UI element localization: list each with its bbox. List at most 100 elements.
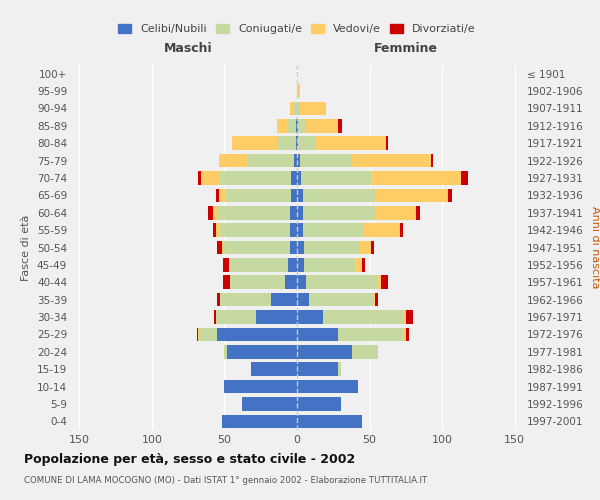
Bar xyxy=(217,240,221,254)
Bar xyxy=(290,102,294,115)
Bar xyxy=(297,380,358,394)
Bar xyxy=(218,171,291,185)
Bar xyxy=(291,171,297,185)
Bar xyxy=(303,206,376,220)
Bar xyxy=(306,276,378,289)
Bar xyxy=(461,171,468,185)
Text: Popolazione per età, sesso e stato civile - 2002: Popolazione per età, sesso e stato civil… xyxy=(24,452,355,466)
Text: Femmine: Femmine xyxy=(374,42,438,54)
Bar xyxy=(278,136,296,150)
Bar xyxy=(296,136,297,150)
Bar xyxy=(218,154,248,168)
Bar xyxy=(297,240,304,254)
Bar xyxy=(381,276,388,289)
Bar xyxy=(297,224,303,237)
Bar xyxy=(290,224,297,237)
Bar xyxy=(232,136,278,150)
Bar xyxy=(364,224,400,237)
Bar xyxy=(297,310,323,324)
Bar xyxy=(403,310,406,324)
Text: COMUNE DI LAMA MOCOGNO (MO) - Dati ISTAT 1° gennaio 2002 - Elaborazione TUTTITAL: COMUNE DI LAMA MOCOGNO (MO) - Dati ISTAT… xyxy=(24,476,427,485)
Bar xyxy=(226,188,291,202)
Bar xyxy=(198,328,200,341)
Bar xyxy=(201,171,218,185)
Bar xyxy=(297,154,300,168)
Bar xyxy=(290,206,297,220)
Bar xyxy=(216,310,256,324)
Bar xyxy=(297,397,341,410)
Bar xyxy=(208,206,213,220)
Bar xyxy=(406,328,409,341)
Y-axis label: Anni di nascita: Anni di nascita xyxy=(590,206,600,289)
Bar xyxy=(296,119,297,132)
Bar xyxy=(352,345,378,358)
Bar xyxy=(362,258,365,272)
Bar xyxy=(431,154,433,168)
Bar xyxy=(214,310,216,324)
Bar xyxy=(297,136,298,150)
Bar xyxy=(224,240,290,254)
Bar xyxy=(216,224,220,237)
Bar xyxy=(304,258,355,272)
Bar xyxy=(303,188,376,202)
Bar xyxy=(297,414,362,428)
Bar xyxy=(216,188,218,202)
Bar xyxy=(351,154,431,168)
Bar xyxy=(229,258,230,272)
Bar xyxy=(416,206,421,220)
Bar xyxy=(277,119,288,132)
Bar xyxy=(323,310,403,324)
Bar xyxy=(197,328,198,341)
Bar xyxy=(230,258,288,272)
Bar xyxy=(200,328,217,341)
Bar xyxy=(218,188,226,202)
Bar xyxy=(223,276,230,289)
Bar xyxy=(300,154,351,168)
Bar xyxy=(298,119,306,132)
Bar xyxy=(406,310,413,324)
Bar xyxy=(294,154,297,168)
Bar xyxy=(294,102,297,115)
Bar xyxy=(291,188,297,202)
Bar xyxy=(224,345,227,358)
Bar xyxy=(288,258,297,272)
Bar xyxy=(297,362,338,376)
Bar xyxy=(256,310,297,324)
Bar xyxy=(371,240,374,254)
Bar xyxy=(338,119,342,132)
Bar xyxy=(213,224,216,237)
Bar xyxy=(303,224,364,237)
Text: Maschi: Maschi xyxy=(164,42,212,54)
Bar xyxy=(338,328,403,341)
Bar xyxy=(220,293,271,306)
Bar xyxy=(304,240,359,254)
Bar xyxy=(297,293,308,306)
Bar xyxy=(359,240,371,254)
Bar xyxy=(386,136,388,150)
Bar xyxy=(224,380,297,394)
Bar xyxy=(242,397,297,410)
Bar xyxy=(403,328,406,341)
Bar xyxy=(217,206,290,220)
Bar xyxy=(338,362,341,376)
Bar xyxy=(400,224,403,237)
Y-axis label: Fasce di età: Fasce di età xyxy=(22,214,31,280)
Bar xyxy=(221,414,297,428)
Bar xyxy=(297,119,298,132)
Bar xyxy=(378,276,381,289)
Bar xyxy=(297,102,300,115)
Bar xyxy=(306,119,338,132)
Bar xyxy=(297,258,304,272)
Bar xyxy=(308,293,374,306)
Bar xyxy=(290,240,297,254)
Bar xyxy=(355,258,362,272)
Bar xyxy=(298,136,316,150)
Bar xyxy=(376,188,448,202)
Bar xyxy=(286,276,297,289)
Bar xyxy=(316,136,386,150)
Bar xyxy=(221,240,224,254)
Bar xyxy=(301,171,371,185)
Bar xyxy=(448,188,452,202)
Bar xyxy=(271,293,297,306)
Bar xyxy=(297,206,303,220)
